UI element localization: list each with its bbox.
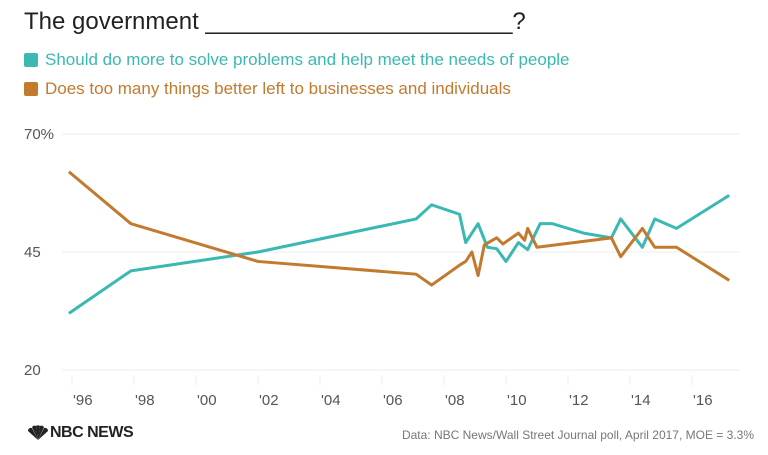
legend-item-does-too-many: Does too many things better left to busi… bbox=[24, 79, 511, 99]
y-tick-label: 45 bbox=[24, 244, 41, 261]
chart-title: The government _______________________? bbox=[24, 8, 526, 35]
x-tick-label: '12 bbox=[569, 392, 589, 409]
x-tick-label: '04 bbox=[321, 392, 341, 409]
y-tick-label: 20 bbox=[24, 362, 41, 379]
x-tick-label: '02 bbox=[259, 392, 279, 409]
peacock-icon bbox=[27, 425, 49, 440]
x-tick-label: '00 bbox=[197, 392, 217, 409]
series-line-1 bbox=[67, 170, 730, 287]
x-tick-label: '08 bbox=[445, 392, 465, 409]
x-tick-label: '16 bbox=[693, 392, 713, 409]
logo-text: NBC NEWS bbox=[50, 424, 134, 441]
x-tick-label: '98 bbox=[135, 392, 155, 409]
x-tick-label: '96 bbox=[73, 392, 93, 409]
legend-swatch bbox=[24, 53, 38, 67]
legend-item-should-do-more: Should do more to solve problems and hel… bbox=[24, 50, 570, 70]
y-tick-label: 70% bbox=[24, 126, 54, 143]
x-tick-label: '10 bbox=[507, 392, 527, 409]
legend-label: Does too many things better left to busi… bbox=[45, 79, 511, 98]
nbc-news-logo: NBC NEWS bbox=[26, 424, 134, 442]
legend-swatch bbox=[24, 82, 38, 96]
legend-label: Should do more to solve problems and hel… bbox=[45, 50, 570, 69]
source-note: Data: NBC News/Wall Street Journal poll,… bbox=[401, 428, 754, 442]
series-line-0 bbox=[68, 194, 730, 315]
x-tick-label: '14 bbox=[631, 392, 651, 409]
x-tick-label: '06 bbox=[383, 392, 403, 409]
